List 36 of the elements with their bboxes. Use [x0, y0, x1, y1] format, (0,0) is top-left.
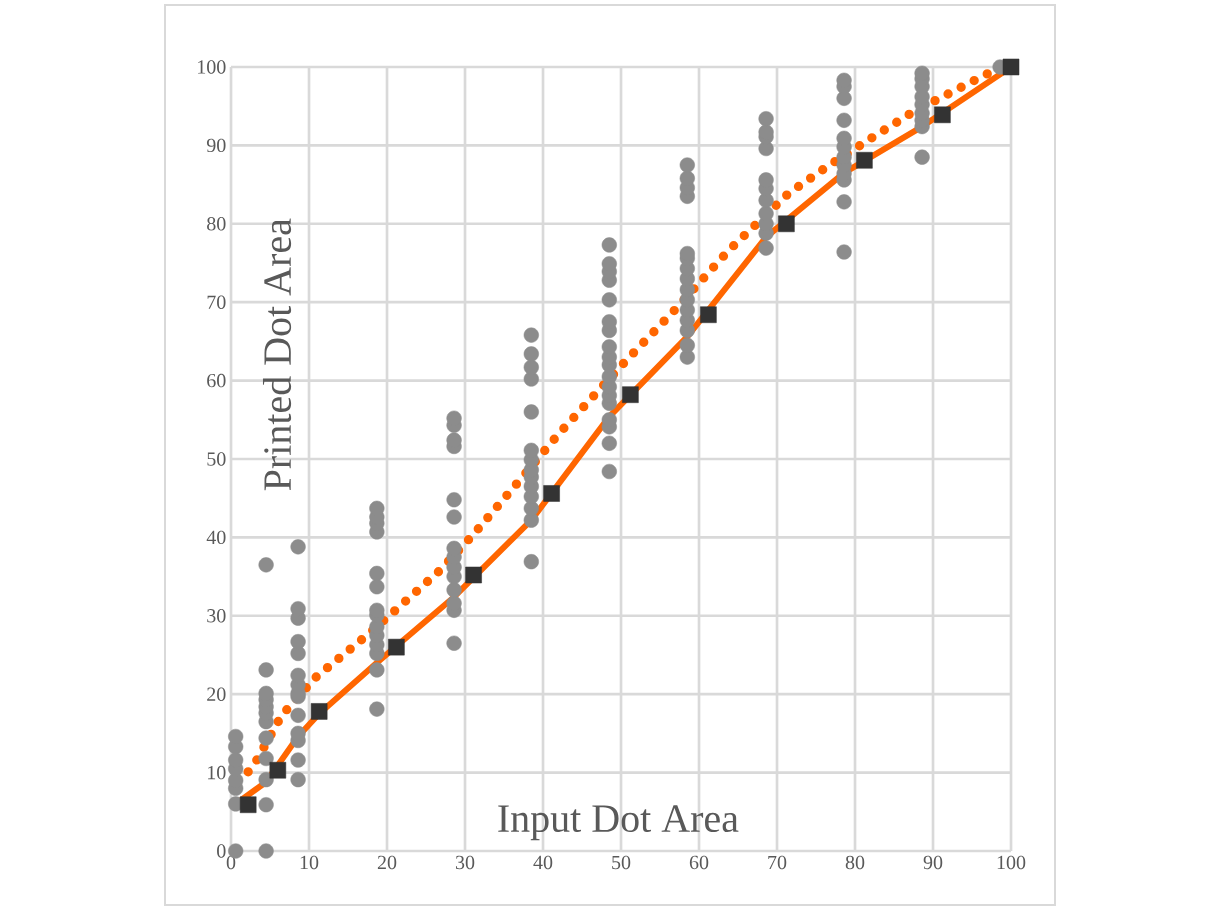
point	[778, 215, 795, 233]
x-tick-label: 90	[923, 855, 943, 870]
point	[465, 566, 482, 584]
point	[269, 761, 287, 779]
y-tick-label: 40	[206, 530, 226, 545]
x-tick-label: 50	[612, 855, 631, 870]
y-tick-label: 100	[198, 60, 226, 74]
y-tick-label: 50	[207, 452, 226, 466]
x-tick-label: 40	[533, 855, 553, 870]
point	[1002, 58, 1020, 76]
point	[700, 306, 717, 323]
point	[310, 703, 328, 720]
point	[856, 152, 873, 169]
y-tick-label: 80	[207, 217, 226, 231]
point	[622, 386, 639, 403]
point	[239, 796, 257, 813]
point	[388, 638, 405, 656]
x-tick-label: 30	[455, 855, 475, 870]
x-tick-label: 20	[377, 855, 397, 870]
x-tick-label: 80	[845, 855, 865, 870]
x-tick-label: 70	[768, 855, 787, 870]
x-tick-label: 0	[226, 855, 236, 870]
y-tick-label: 10	[208, 765, 226, 780]
x-tick-label: 60	[689, 855, 709, 870]
y-tick-label: 20	[207, 687, 226, 701]
y-tick-label: 60	[207, 373, 226, 388]
x-tick-label: 100	[997, 855, 1026, 870]
y-tick-label: 30	[207, 609, 226, 623]
y-tick-label: 70	[207, 295, 226, 309]
y-tick-label: 0	[217, 844, 226, 858]
point	[543, 485, 560, 502]
y-tick-label: 90	[206, 138, 226, 153]
x-axis-title: Input Dot Area	[498, 805, 739, 841]
x-tick-label: 10	[300, 855, 319, 870]
y-axis-title: Printed Dot Area	[262, 218, 292, 491]
point	[934, 106, 951, 124]
